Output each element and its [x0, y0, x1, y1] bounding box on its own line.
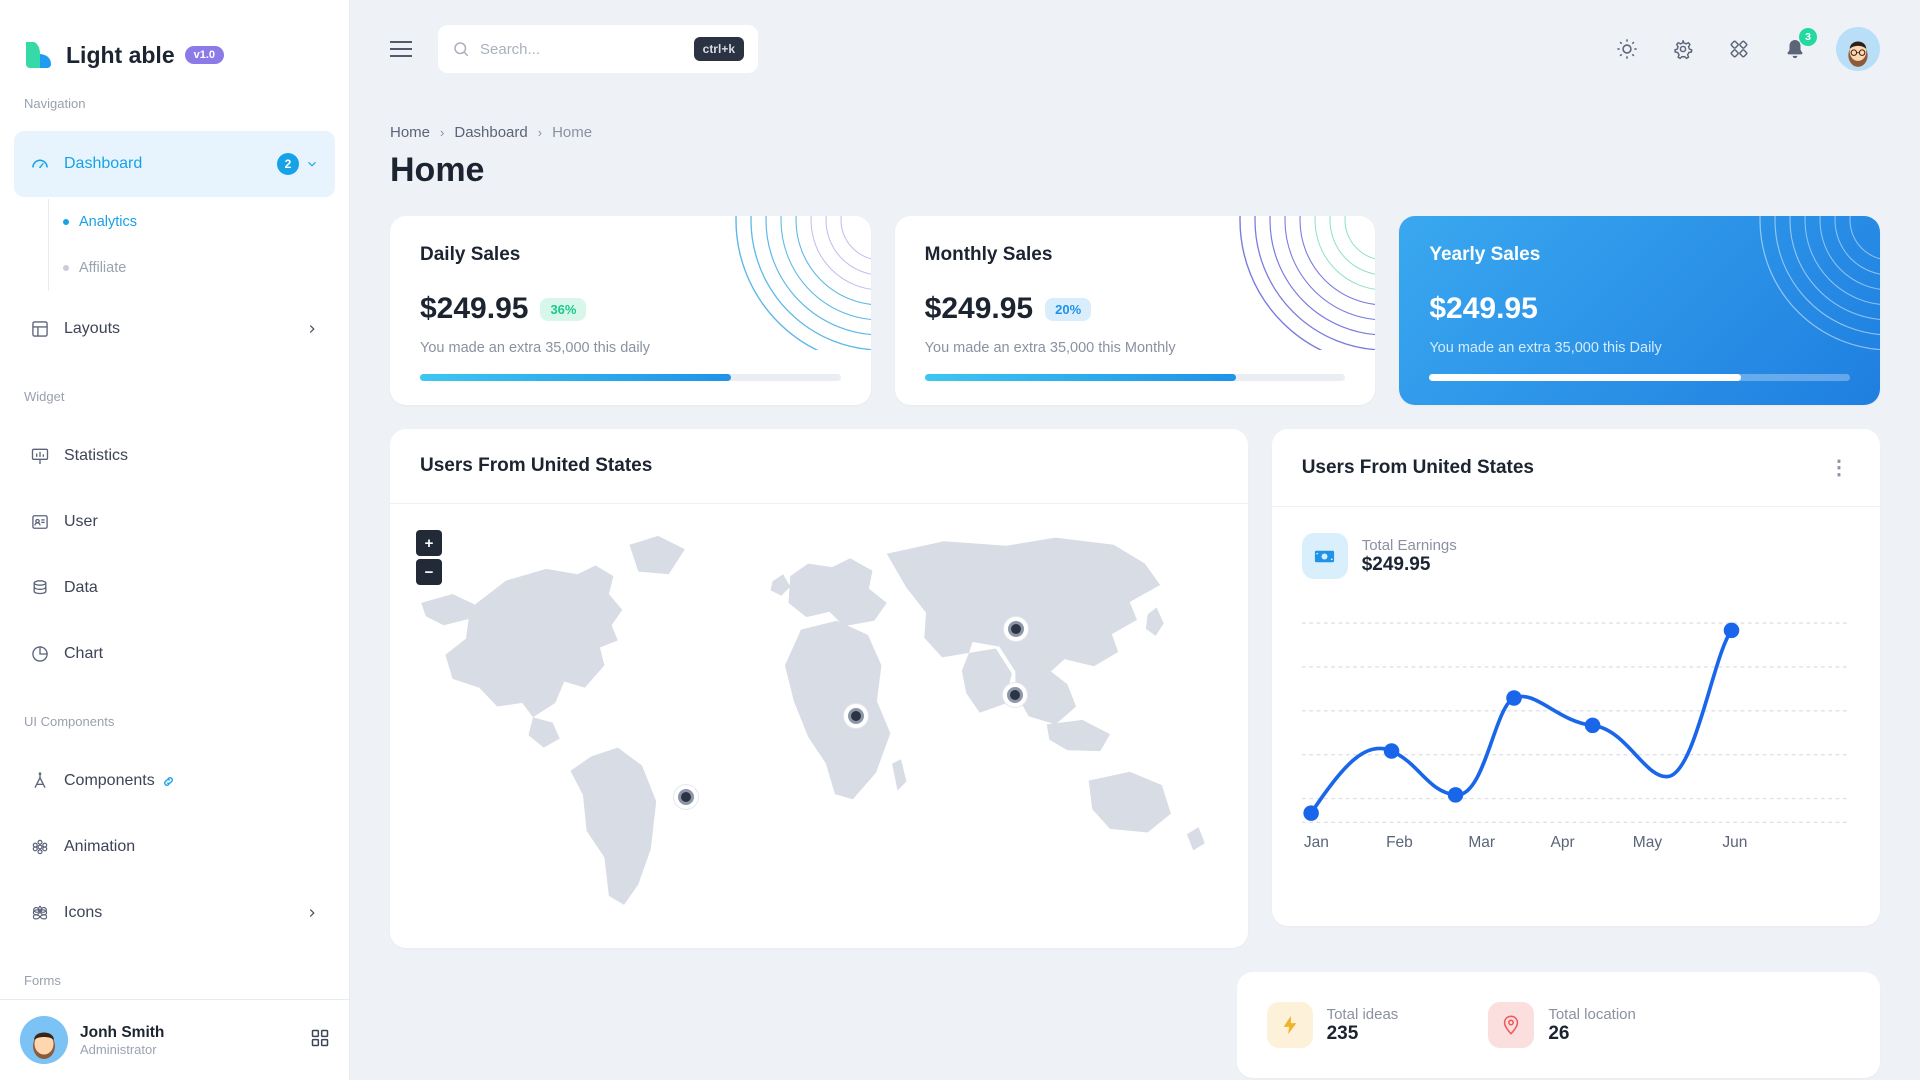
svg-text:May: May [1633, 834, 1663, 851]
svg-text:Jun: Jun [1722, 834, 1747, 851]
svg-text:Mar: Mar [1468, 834, 1495, 851]
svg-text:Jan: Jan [1304, 834, 1329, 851]
svg-text:Apr: Apr [1550, 834, 1574, 851]
svg-text:Feb: Feb [1386, 834, 1413, 851]
